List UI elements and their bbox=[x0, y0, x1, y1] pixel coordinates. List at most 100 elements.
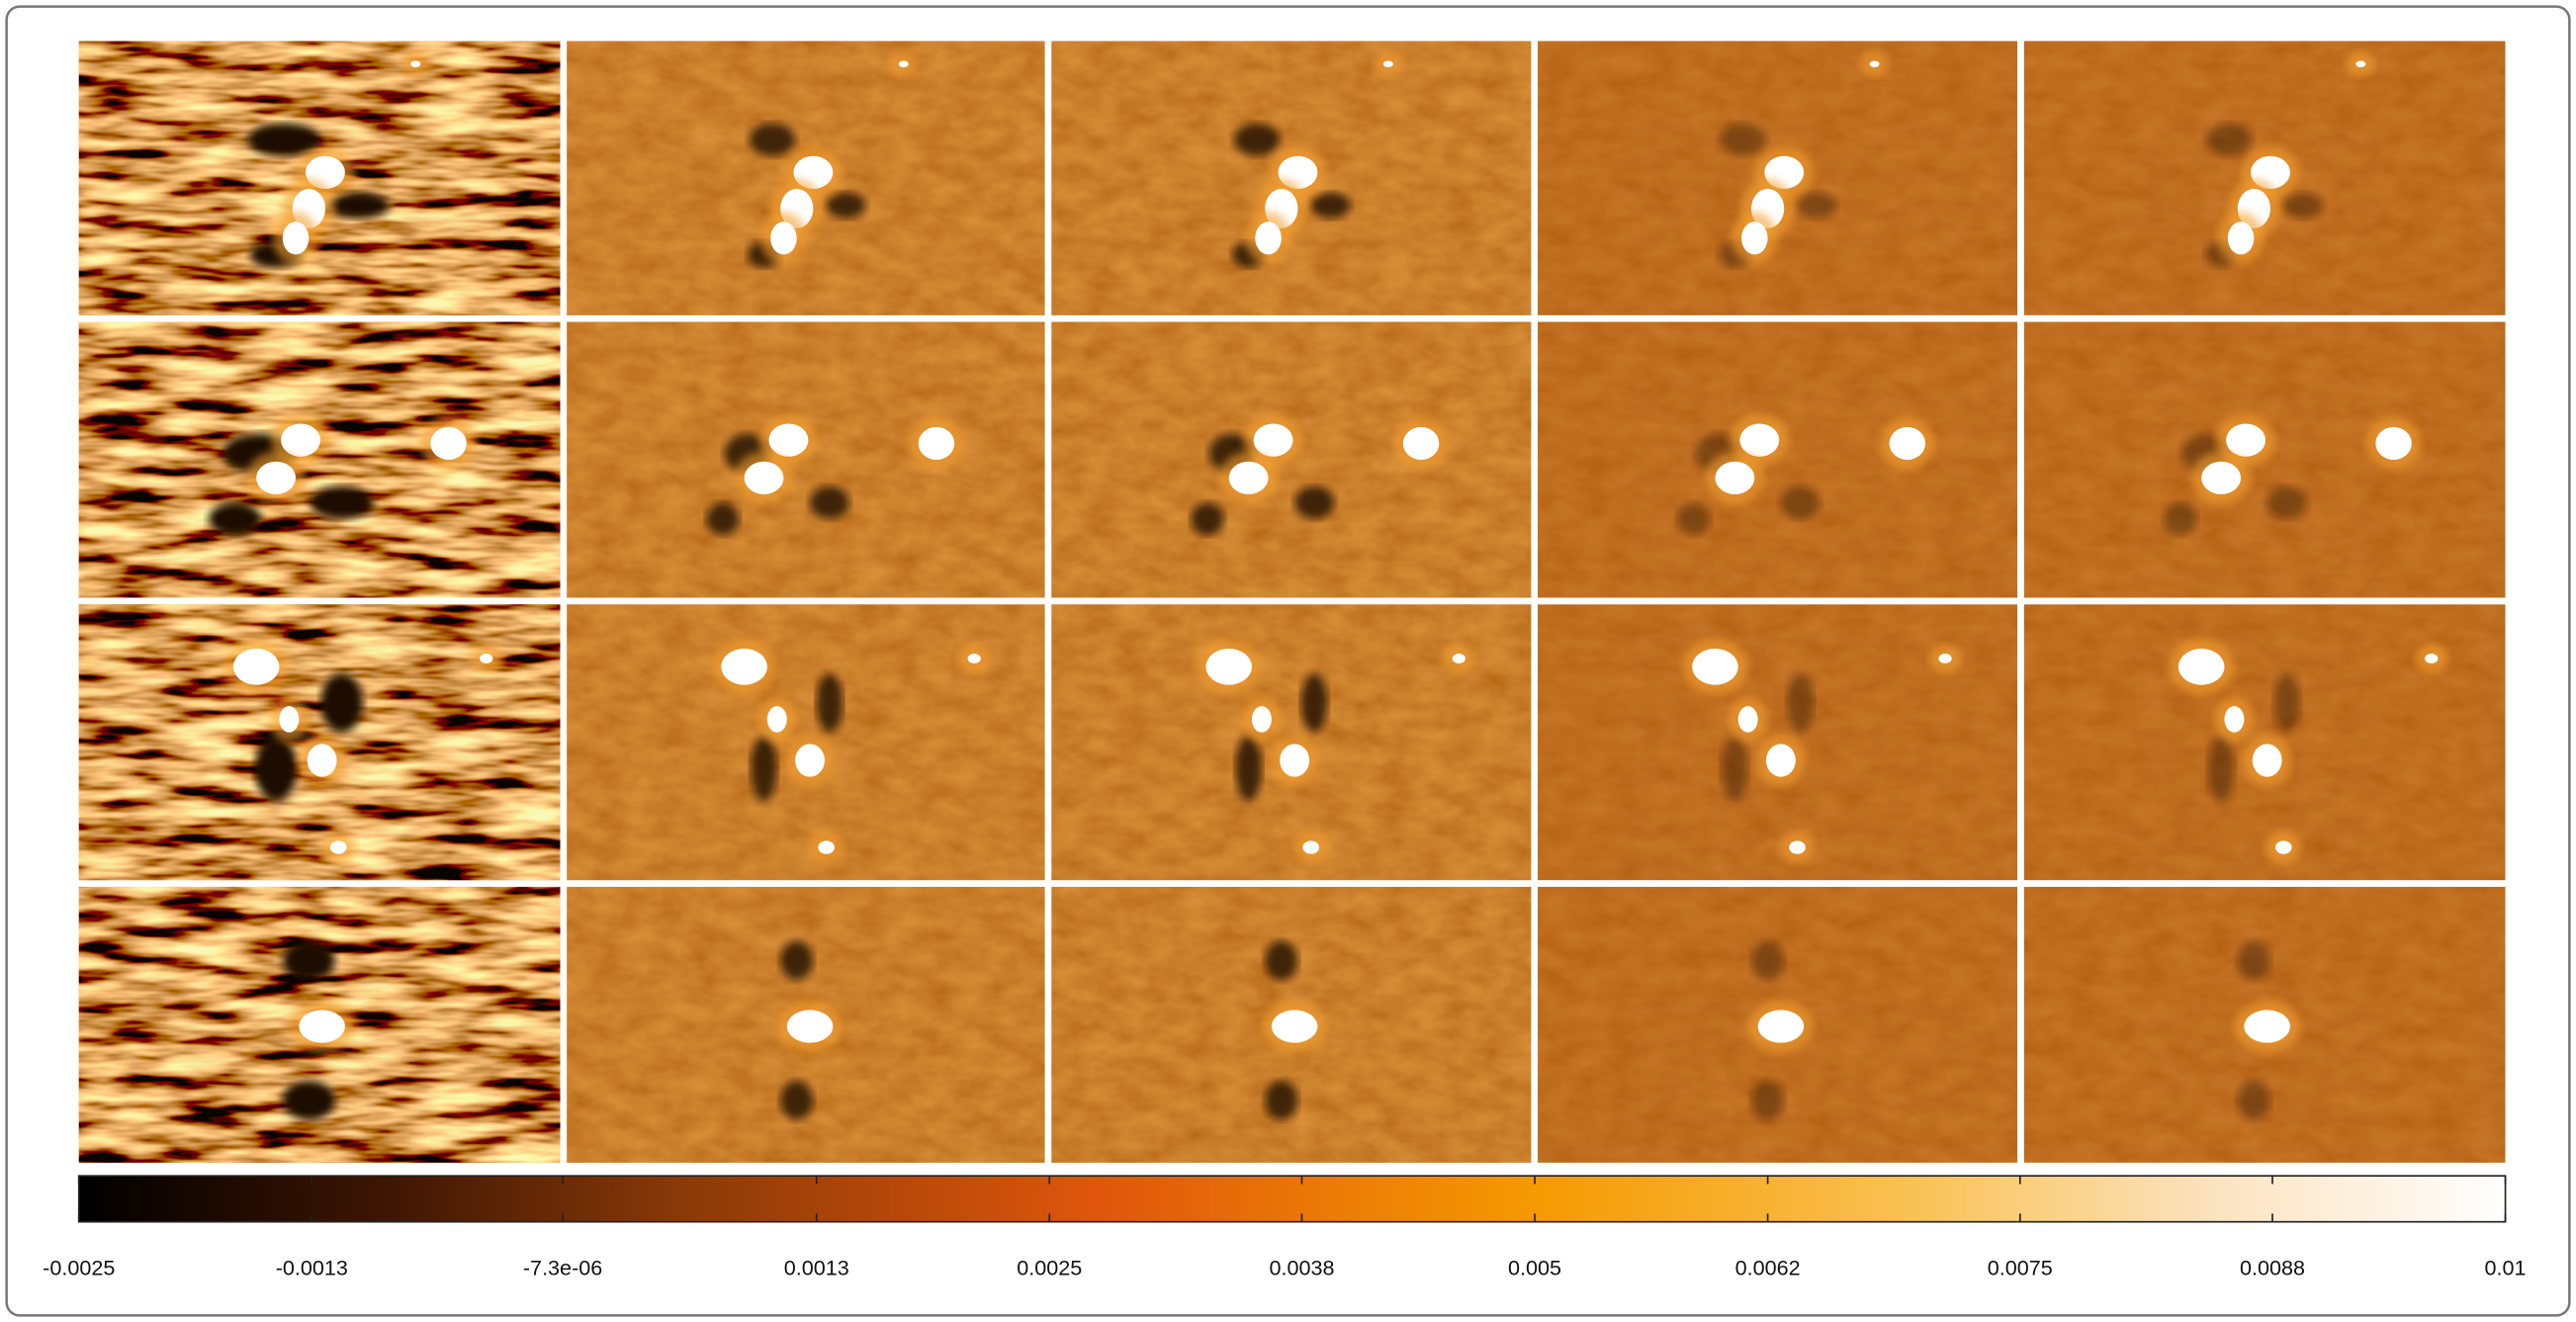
image-panel bbox=[2024, 887, 2506, 1163]
dark-residual bbox=[1265, 941, 1297, 981]
source bbox=[308, 744, 337, 776]
source bbox=[430, 427, 467, 460]
source bbox=[1255, 221, 1282, 254]
source bbox=[795, 744, 825, 776]
image-panel bbox=[567, 887, 1044, 1163]
image-panel bbox=[567, 42, 1044, 315]
source bbox=[2375, 427, 2412, 460]
image-panel bbox=[1051, 42, 1531, 315]
source bbox=[1403, 427, 1440, 460]
source bbox=[721, 649, 767, 685]
source bbox=[2425, 654, 2438, 663]
dark-residual bbox=[750, 124, 796, 156]
image-panel bbox=[79, 604, 561, 880]
image-panel bbox=[2024, 42, 2506, 315]
source bbox=[1715, 462, 1754, 494]
image-panel bbox=[2024, 322, 2506, 598]
source bbox=[1741, 221, 1768, 254]
source bbox=[919, 427, 955, 460]
source bbox=[1890, 427, 1926, 460]
source bbox=[1758, 1010, 1805, 1042]
dark-residual bbox=[751, 736, 777, 801]
dark-residual bbox=[1235, 736, 1262, 801]
source bbox=[818, 840, 835, 853]
source bbox=[2224, 706, 2244, 733]
image-panel bbox=[1538, 322, 2017, 598]
tick-label: 0.0038 bbox=[1269, 1256, 1334, 1280]
dark-residual bbox=[1301, 673, 1328, 733]
dark-residual bbox=[255, 736, 298, 801]
dark-residual bbox=[706, 502, 739, 535]
dark-residual bbox=[2164, 502, 2196, 535]
dark-residual bbox=[1751, 941, 1784, 981]
dark-residual bbox=[780, 941, 813, 981]
dark-residual bbox=[2208, 736, 2235, 801]
source bbox=[480, 654, 492, 663]
source bbox=[968, 654, 981, 663]
tick-label: -0.0025 bbox=[43, 1256, 115, 1280]
source bbox=[899, 60, 909, 67]
source bbox=[281, 424, 320, 457]
image-panel bbox=[79, 42, 561, 315]
image-panel bbox=[1051, 604, 1531, 880]
source bbox=[233, 649, 280, 685]
dark-residual bbox=[780, 1081, 813, 1120]
source bbox=[1453, 654, 1466, 663]
source bbox=[767, 706, 787, 733]
dark-residual bbox=[1294, 486, 1334, 519]
tick-label: 0.0013 bbox=[784, 1256, 849, 1280]
dark-residual bbox=[2238, 1081, 2270, 1120]
source bbox=[1205, 649, 1252, 685]
source bbox=[1870, 60, 1880, 67]
source bbox=[2228, 221, 2255, 254]
source bbox=[1739, 424, 1779, 457]
source bbox=[256, 462, 296, 494]
tick-label: -0.0013 bbox=[276, 1256, 348, 1280]
tick-label: -7.3e-06 bbox=[523, 1256, 602, 1280]
dark-residual bbox=[1265, 1081, 1297, 1120]
source bbox=[2178, 649, 2225, 685]
source bbox=[330, 840, 347, 853]
figure: -0.0025 -0.0013 -7.3e-06 0.0013 0.0025 0.0038… bbox=[0, 0, 2576, 1322]
source bbox=[2355, 60, 2365, 67]
dark-residual bbox=[320, 673, 363, 733]
source bbox=[1789, 840, 1806, 853]
dark-residual bbox=[2238, 941, 2270, 981]
image-panel bbox=[79, 887, 561, 1163]
source bbox=[1252, 706, 1272, 733]
image-panel bbox=[1538, 604, 2017, 880]
tick-label: 0.0025 bbox=[1017, 1256, 1082, 1280]
source bbox=[2253, 744, 2282, 776]
dark-residual bbox=[1781, 486, 1821, 519]
source bbox=[1302, 840, 1319, 853]
image-panel bbox=[1538, 42, 2017, 315]
tick-label: 0.0088 bbox=[2240, 1256, 2305, 1280]
dark-residual bbox=[1677, 502, 1710, 535]
source bbox=[745, 462, 784, 494]
source bbox=[1254, 424, 1293, 457]
dark-residual bbox=[2273, 673, 2300, 733]
source bbox=[1229, 462, 1269, 494]
image-panel bbox=[567, 322, 1044, 598]
dark-residual bbox=[283, 941, 335, 981]
dark-residual bbox=[1722, 736, 1748, 801]
dark-residual bbox=[2267, 486, 2307, 519]
source bbox=[283, 221, 310, 254]
source bbox=[410, 60, 420, 67]
dark-residual bbox=[209, 502, 261, 535]
source bbox=[1766, 744, 1796, 776]
dark-residual bbox=[1234, 124, 1281, 156]
source bbox=[279, 706, 299, 733]
dark-residual bbox=[2283, 192, 2323, 219]
source bbox=[1692, 649, 1738, 685]
image-panel bbox=[79, 322, 561, 598]
source bbox=[770, 221, 797, 254]
dark-residual bbox=[827, 192, 866, 219]
dark-residual bbox=[810, 486, 849, 519]
image-panel bbox=[1051, 322, 1531, 598]
image-panel bbox=[2024, 604, 2506, 880]
image-panel bbox=[1051, 887, 1531, 1163]
dark-residual bbox=[1798, 192, 1837, 219]
source bbox=[787, 1010, 834, 1042]
dark-residual bbox=[1720, 124, 1766, 156]
